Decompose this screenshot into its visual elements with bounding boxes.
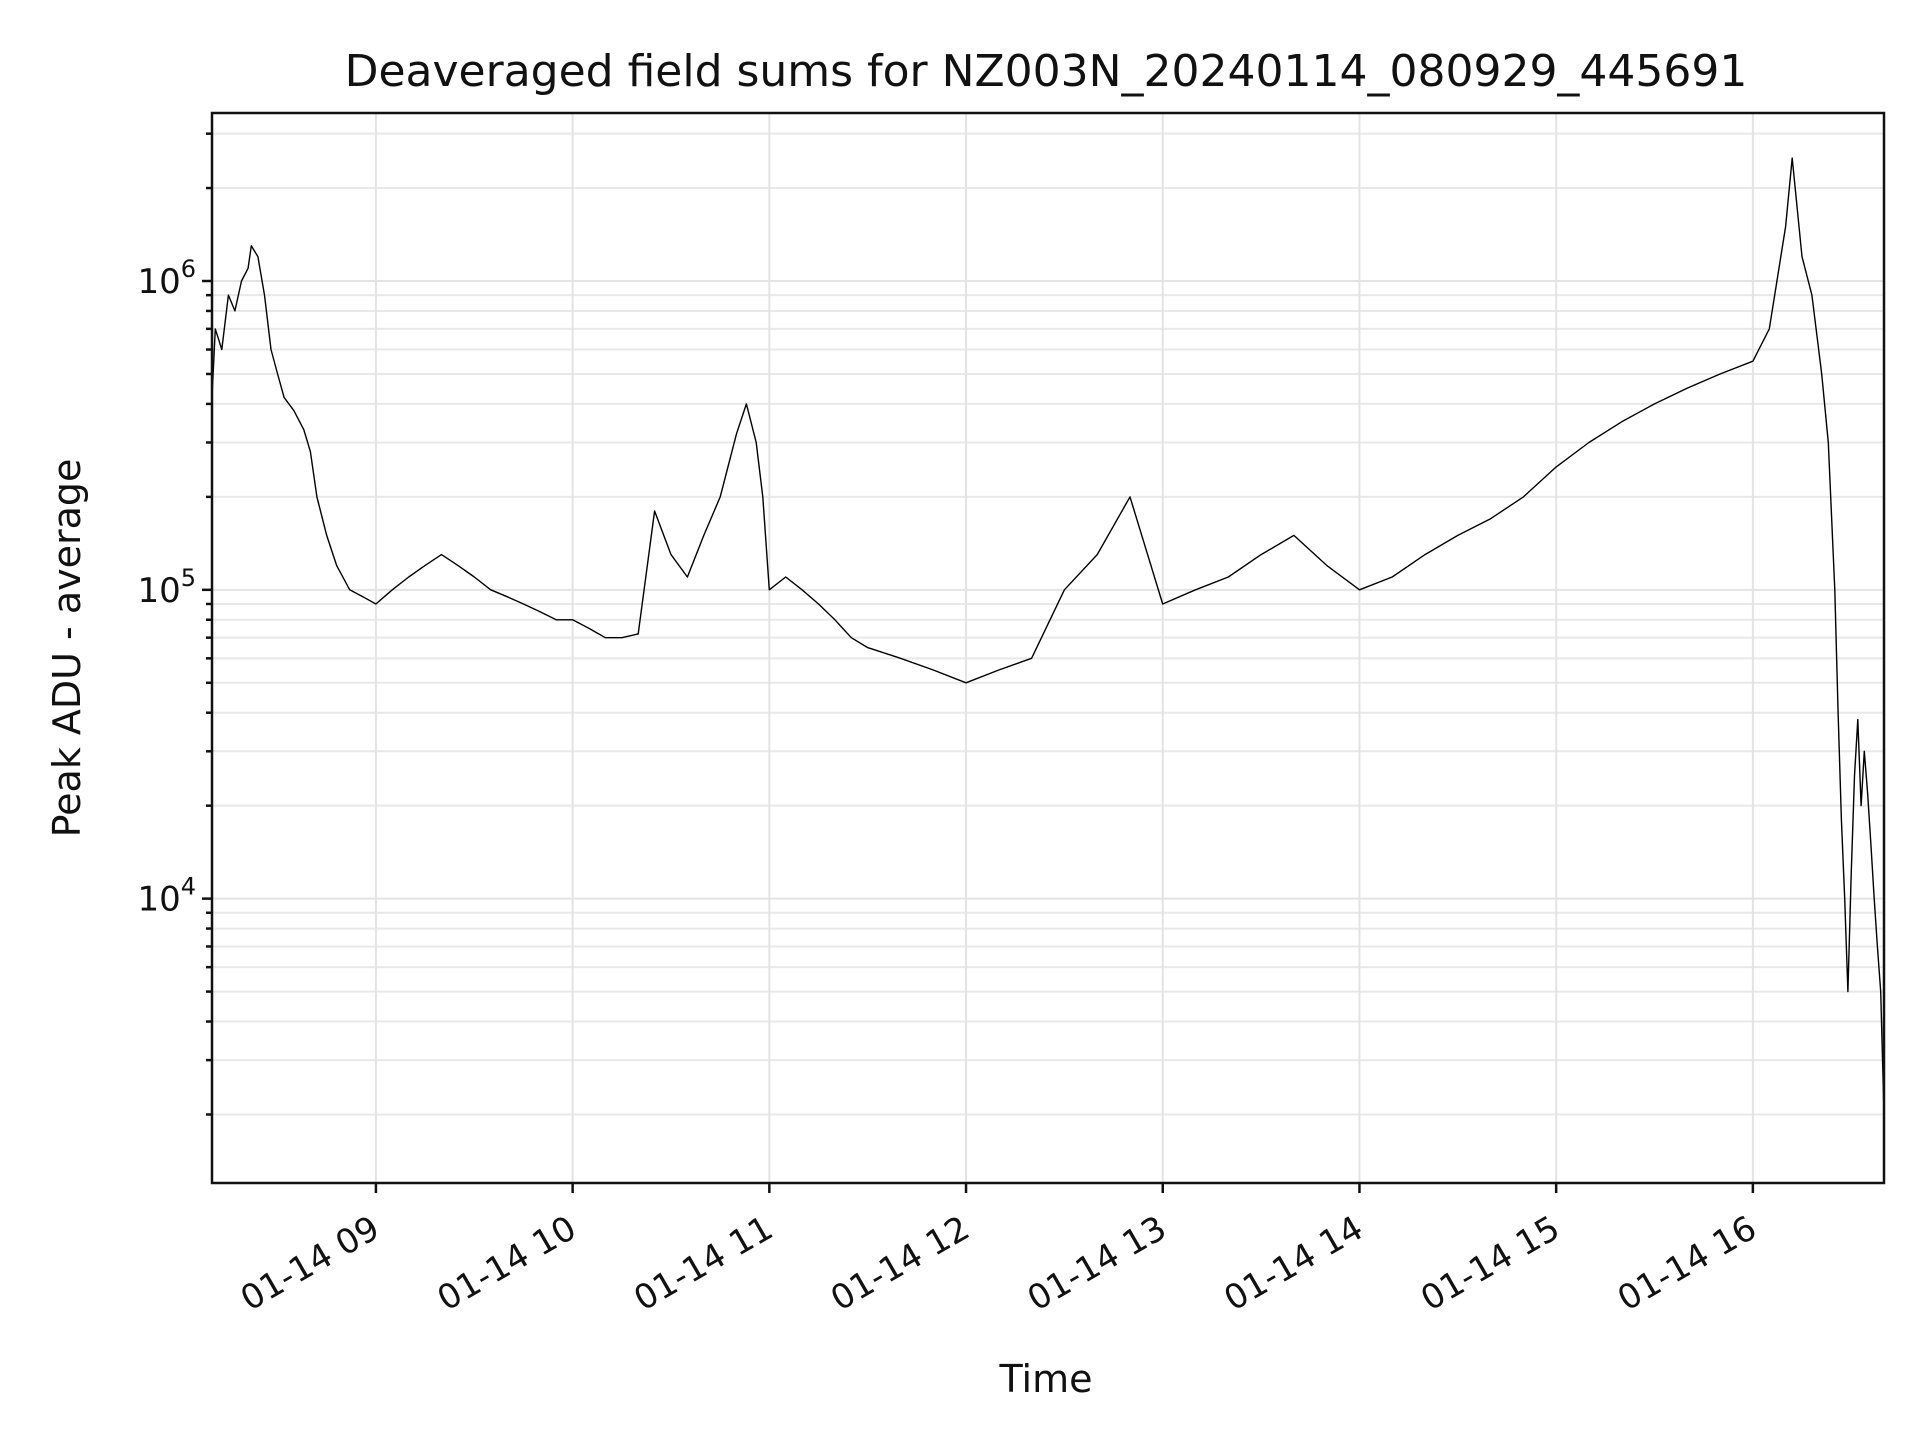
x-axis-label: Time [999, 1357, 1093, 1401]
x-tick-label: 01-14 12 [824, 1208, 976, 1319]
x-tick-label: 01-14 09 [234, 1208, 386, 1319]
x-tick-label: 01-14 14 [1218, 1208, 1370, 1319]
series-line [211, 157, 1885, 1115]
grid-lines [212, 113, 1884, 1183]
x-tick-label: 01-14 11 [627, 1208, 779, 1319]
x-tick-label: 01-14 16 [1611, 1208, 1763, 1319]
series-layer [211, 157, 1885, 1115]
plot-frame [210, 111, 1886, 1185]
x-tick-label: 01-14 15 [1414, 1208, 1566, 1319]
x-tick-label: 01-14 10 [431, 1208, 583, 1319]
y-tick-label: 106 [137, 255, 196, 302]
y-axis-label: Peak ADU - average [45, 459, 89, 838]
x-tick-label: 01-14 13 [1021, 1208, 1173, 1319]
y-tick-label: 104 [137, 873, 196, 920]
y-tick-label: 105 [137, 564, 196, 611]
chart-title: Deaveraged field sums for NZ003N_2024011… [345, 46, 1748, 97]
